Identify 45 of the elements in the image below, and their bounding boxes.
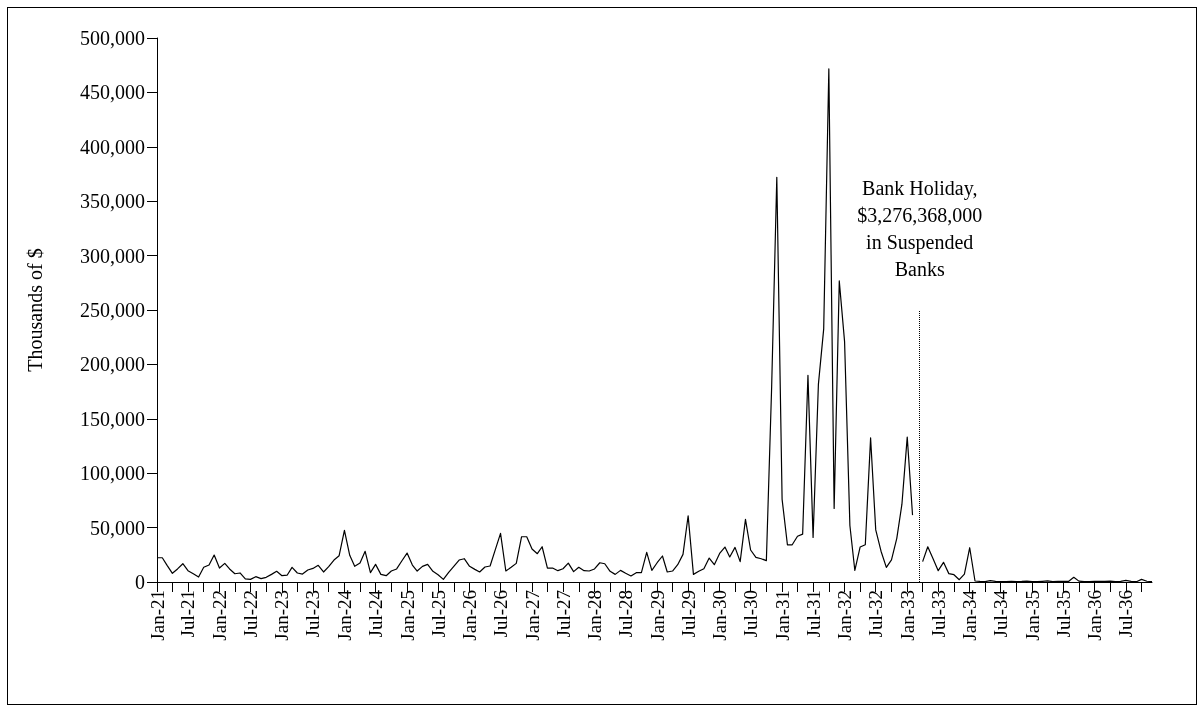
x-tick-label: Jan-24 <box>333 589 355 641</box>
x-tick-label: Jul-24 <box>365 589 387 638</box>
x-tick-label: Jan-32 <box>834 590 856 641</box>
x-tick-label: Jan-27 <box>521 590 543 641</box>
y-tick-label: 100,000 <box>80 462 145 485</box>
y-tick-label: 400,000 <box>80 135 145 158</box>
y-tick-label: 500,000 <box>80 27 145 49</box>
x-tick-label: Jan-33 <box>896 590 918 641</box>
y-tick-label: 0 <box>135 571 145 593</box>
x-tick-label: Jan-22 <box>208 590 230 641</box>
x-tick-label: Jul-21 <box>177 590 199 638</box>
x-tick-label: Jul-25 <box>427 590 449 638</box>
x-tick-label: Jul-29 <box>677 590 699 638</box>
x-tick-label: Jan-36 <box>1084 590 1106 641</box>
x-tick-label: Jan-28 <box>584 590 606 641</box>
y-tick-label: 150,000 <box>80 407 145 430</box>
x-tick-label: Jan-35 <box>1021 590 1043 641</box>
x-tick-label: Jan-34 <box>959 589 981 641</box>
y-tick-label: 350,000 <box>80 190 145 213</box>
x-tick-label: Jan-21 <box>146 590 168 641</box>
y-tick-label: 200,000 <box>80 353 145 376</box>
x-tick-label: Jul-32 <box>865 590 887 638</box>
x-tick-label: Jan-31 <box>771 590 793 641</box>
ref-line-label: Bank Holiday, $3,276,368,000 in Suspended Banks <box>857 176 983 280</box>
x-tick-label: Jan-25 <box>396 590 418 641</box>
x-tick-label: Jul-35 <box>1052 590 1074 638</box>
x-tick-label: Jan-29 <box>646 590 668 641</box>
x-tick-label: Jul-31 <box>802 590 824 638</box>
x-tick-label: Jul-23 <box>302 590 324 638</box>
x-tick-label: Jan-26 <box>459 590 481 641</box>
x-tick-label: Jul-28 <box>615 590 637 638</box>
y-tick-label: 250,000 <box>80 299 145 321</box>
x-tick-label: Jan-30 <box>709 590 731 641</box>
x-tick-label: Jul-26 <box>490 590 512 638</box>
y-tick-label: 50,000 <box>90 516 145 539</box>
y-axis-title: Thousands of $ <box>24 248 46 372</box>
x-tick-label: Jul-30 <box>740 590 762 638</box>
x-tick-label: Jul-33 <box>927 590 949 638</box>
x-tick-label: Jul-22 <box>239 590 261 638</box>
x-tick-label: Jul-34 <box>990 589 1012 638</box>
y-tick-label: 300,000 <box>80 244 145 267</box>
x-tick-label: Jan-23 <box>271 590 293 641</box>
y-tick-label: 450,000 <box>80 81 145 104</box>
x-tick-label: Jul-27 <box>552 590 574 638</box>
x-tick-label: Jul-36 <box>1115 590 1137 638</box>
